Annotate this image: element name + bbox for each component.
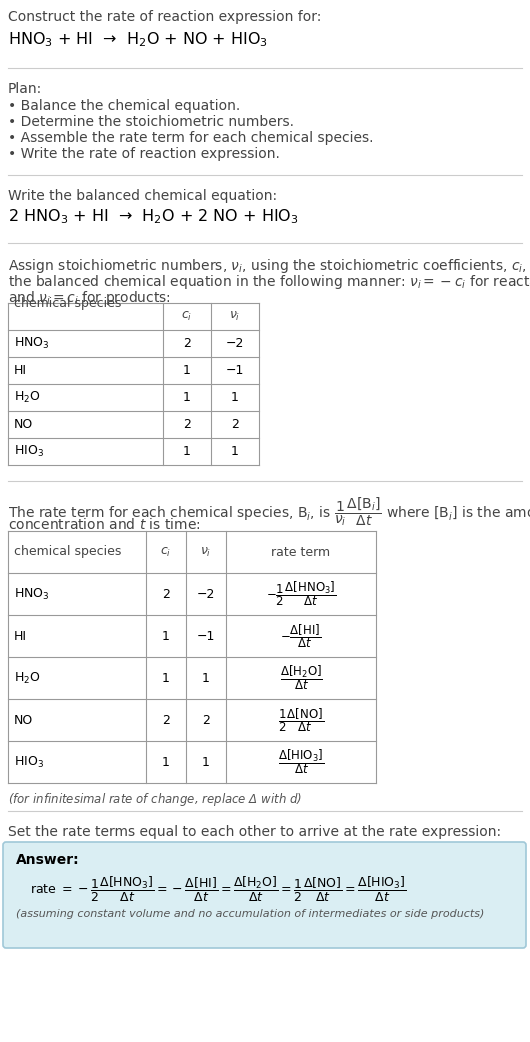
- Text: 2 HNO$_3$ + HI  →  H$_2$O + 2 NO + HIO$_3$: 2 HNO$_3$ + HI → H$_2$O + 2 NO + HIO$_3$: [8, 207, 298, 226]
- Text: rate term: rate term: [271, 546, 331, 559]
- Text: Answer:: Answer:: [16, 853, 80, 867]
- Text: 1: 1: [231, 391, 239, 404]
- Text: • Write the rate of reaction expression.: • Write the rate of reaction expression.: [8, 147, 280, 162]
- Text: HI: HI: [14, 364, 27, 377]
- Text: 2: 2: [183, 337, 191, 350]
- Text: • Balance the chemical equation.: • Balance the chemical equation.: [8, 99, 240, 113]
- Text: 1: 1: [162, 629, 170, 643]
- Text: (assuming constant volume and no accumulation of intermediates or side products): (assuming constant volume and no accumul…: [16, 909, 484, 919]
- Text: 1: 1: [202, 671, 210, 685]
- Text: (for infinitesimal rate of change, replace Δ with $d$): (for infinitesimal rate of change, repla…: [8, 791, 302, 808]
- Text: −2: −2: [197, 588, 215, 600]
- Text: 1: 1: [202, 755, 210, 769]
- Text: rate $= -\dfrac{1}{2}\dfrac{\Delta[\mathrm{HNO_3}]}{\Delta t} = -\dfrac{\Delta[\: rate $= -\dfrac{1}{2}\dfrac{\Delta[\math…: [30, 875, 407, 904]
- Text: −1: −1: [197, 629, 215, 643]
- Text: the balanced chemical equation in the following manner: $\nu_i = -c_i$ for react: the balanced chemical equation in the fo…: [8, 273, 530, 291]
- Text: $\nu_i$: $\nu_i$: [200, 545, 211, 559]
- Text: Write the balanced chemical equation:: Write the balanced chemical equation:: [8, 189, 277, 203]
- Text: $-\dfrac{\Delta[\mathrm{HI}]}{\Delta t}$: $-\dfrac{\Delta[\mathrm{HI}]}{\Delta t}$: [280, 622, 322, 650]
- Text: 1: 1: [183, 391, 191, 404]
- Text: 1: 1: [183, 364, 191, 377]
- Text: • Assemble the rate term for each chemical species.: • Assemble the rate term for each chemic…: [8, 131, 374, 145]
- Text: chemical species: chemical species: [14, 297, 121, 309]
- Text: chemical species: chemical species: [14, 546, 121, 559]
- Text: Assign stoichiometric numbers, $\nu_i$, using the stoichiometric coefficients, $: Assign stoichiometric numbers, $\nu_i$, …: [8, 257, 530, 275]
- Text: $\nu_i$: $\nu_i$: [229, 309, 241, 323]
- Text: 1: 1: [162, 755, 170, 769]
- Text: HIO$_3$: HIO$_3$: [14, 754, 44, 770]
- Text: 2: 2: [162, 588, 170, 600]
- Text: HIO$_3$: HIO$_3$: [14, 444, 44, 460]
- Text: H$_2$O: H$_2$O: [14, 390, 41, 405]
- Text: NO: NO: [14, 418, 33, 431]
- Text: HNO$_3$ + HI  →  H$_2$O + NO + HIO$_3$: HNO$_3$ + HI → H$_2$O + NO + HIO$_3$: [8, 30, 268, 49]
- Text: 2: 2: [183, 418, 191, 431]
- Text: Set the rate terms equal to each other to arrive at the rate expression:: Set the rate terms equal to each other t…: [8, 825, 501, 839]
- Text: $\dfrac{1}{2}\dfrac{\Delta[\mathrm{NO}]}{\Delta t}$: $\dfrac{1}{2}\dfrac{\Delta[\mathrm{NO}]}…: [278, 706, 324, 734]
- Text: 1: 1: [183, 445, 191, 458]
- Text: concentration and $t$ is time:: concentration and $t$ is time:: [8, 517, 201, 532]
- Text: $\dfrac{\Delta[\mathrm{HIO_3}]}{\Delta t}$: $\dfrac{\Delta[\mathrm{HIO_3}]}{\Delta t…: [278, 747, 324, 776]
- Text: NO: NO: [14, 714, 33, 726]
- Text: Plan:: Plan:: [8, 82, 42, 96]
- FancyBboxPatch shape: [3, 842, 526, 948]
- Text: 2: 2: [202, 714, 210, 726]
- Text: 1: 1: [231, 445, 239, 458]
- Text: $c_i$: $c_i$: [161, 545, 172, 559]
- Text: $-\dfrac{1}{2}\dfrac{\Delta[\mathrm{HNO_3}]}{\Delta t}$: $-\dfrac{1}{2}\dfrac{\Delta[\mathrm{HNO_…: [266, 579, 337, 609]
- Text: 2: 2: [231, 418, 239, 431]
- Text: $\dfrac{\Delta[\mathrm{H_2O}]}{\Delta t}$: $\dfrac{\Delta[\mathrm{H_2O}]}{\Delta t}…: [279, 664, 322, 692]
- Text: −2: −2: [226, 337, 244, 350]
- Text: H$_2$O: H$_2$O: [14, 670, 41, 686]
- Text: HNO$_3$: HNO$_3$: [14, 336, 50, 351]
- Text: HI: HI: [14, 629, 27, 643]
- Text: HNO$_3$: HNO$_3$: [14, 587, 50, 601]
- Text: 2: 2: [162, 714, 170, 726]
- Text: −1: −1: [226, 364, 244, 377]
- Text: 1: 1: [162, 671, 170, 685]
- Text: $c_i$: $c_i$: [181, 309, 192, 323]
- Text: The rate term for each chemical species, B$_i$, is $\dfrac{1}{\nu_i}\dfrac{\Delt: The rate term for each chemical species,…: [8, 495, 530, 527]
- Text: and $\nu_i = c_i$ for products:: and $\nu_i = c_i$ for products:: [8, 289, 171, 307]
- Text: Construct the rate of reaction expression for:: Construct the rate of reaction expressio…: [8, 10, 321, 24]
- Text: • Determine the stoichiometric numbers.: • Determine the stoichiometric numbers.: [8, 115, 294, 129]
